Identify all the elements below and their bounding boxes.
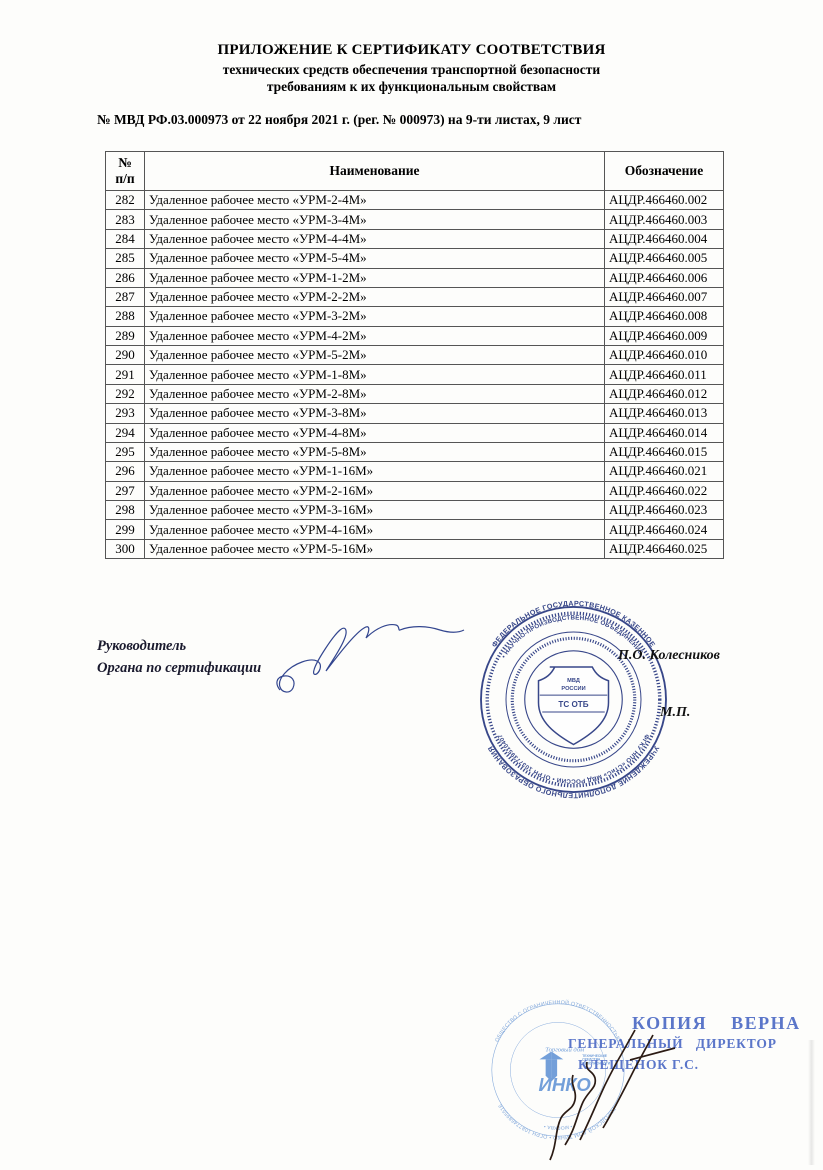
svg-text:ТС ОТБ: ТС ОТБ [558, 700, 588, 709]
svg-text:МВД: МВД [567, 678, 580, 684]
svg-text:РОССИИ: РОССИИ [561, 686, 585, 692]
